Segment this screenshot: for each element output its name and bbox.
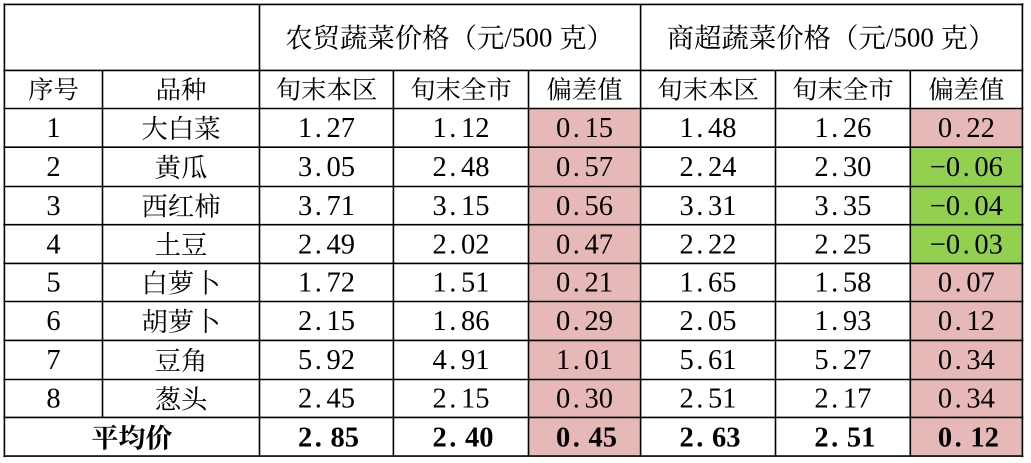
svg-text:1. 58: 1. 58	[814, 268, 871, 299]
svg-text:5. 61: 5. 61	[680, 345, 737, 376]
svg-text:4: 4	[46, 229, 60, 260]
svg-text:3. 15: 3. 15	[432, 191, 489, 222]
svg-text:1. 72: 1. 72	[298, 268, 355, 299]
svg-text:2. 51: 2. 51	[814, 422, 875, 453]
svg-text:2. 05: 2. 05	[680, 306, 737, 337]
svg-text:0. 15: 0. 15	[556, 113, 613, 144]
svg-text:2. 17: 2. 17	[814, 384, 871, 415]
svg-text:2. 24: 2. 24	[680, 152, 737, 183]
svg-text:1. 48: 1. 48	[680, 113, 737, 144]
svg-text:2. 45: 2. 45	[298, 384, 355, 415]
svg-text:0. 21: 0. 21	[556, 268, 613, 299]
svg-text:1. 93: 1. 93	[814, 306, 871, 337]
svg-text:7: 7	[46, 345, 60, 376]
svg-text:1. 27: 1. 27	[298, 113, 355, 144]
svg-text:1: 1	[46, 113, 60, 144]
svg-text:0. 07: 0. 07	[938, 268, 995, 299]
svg-text:0. 57: 0. 57	[556, 152, 613, 183]
svg-text:0. 12: 0. 12	[938, 422, 999, 453]
svg-text:2. 85: 2. 85	[298, 422, 359, 453]
svg-text:0. 45: 0. 45	[556, 422, 617, 453]
svg-text:5. 92: 5. 92	[298, 345, 355, 376]
svg-text:0. 29: 0. 29	[556, 306, 613, 337]
svg-text:8: 8	[46, 384, 60, 415]
svg-text:2: 2	[46, 152, 60, 183]
svg-text:0. 12: 0. 12	[938, 306, 995, 337]
svg-text:1. 01: 1. 01	[556, 345, 613, 376]
svg-text:−0. 04: −0. 04	[930, 191, 1003, 222]
svg-text:−0. 03: −0. 03	[930, 229, 1003, 260]
svg-text:2. 25: 2. 25	[814, 229, 871, 260]
svg-text:2. 40: 2. 40	[432, 422, 493, 453]
svg-text:5. 27: 5. 27	[814, 345, 871, 376]
svg-text:2. 02: 2. 02	[432, 229, 489, 260]
svg-text:0. 34: 0. 34	[938, 384, 995, 415]
svg-text:3. 35: 3. 35	[814, 191, 871, 222]
svg-text:2. 22: 2. 22	[680, 229, 737, 260]
svg-text:/500: /500	[504, 23, 552, 53]
svg-text:2. 15: 2. 15	[432, 384, 489, 415]
svg-text:6: 6	[46, 306, 60, 337]
svg-text:−0. 06: −0. 06	[930, 152, 1003, 183]
svg-text:2. 51: 2. 51	[680, 384, 737, 415]
svg-text:4. 91: 4. 91	[432, 345, 489, 376]
svg-text:1. 65: 1. 65	[680, 268, 737, 299]
svg-text:3. 05: 3. 05	[298, 152, 355, 183]
svg-text:2. 15: 2. 15	[298, 306, 355, 337]
svg-text:1. 26: 1. 26	[814, 113, 871, 144]
svg-text:1. 51: 1. 51	[432, 268, 489, 299]
svg-text:5: 5	[46, 268, 60, 299]
svg-text:2. 30: 2. 30	[814, 152, 871, 183]
svg-text:0. 34: 0. 34	[938, 345, 995, 376]
svg-text:/500: /500	[886, 23, 934, 53]
svg-text:3. 31: 3. 31	[680, 191, 737, 222]
svg-text:0. 22: 0. 22	[938, 113, 995, 144]
svg-text:2. 48: 2. 48	[432, 152, 489, 183]
svg-text:1. 86: 1. 86	[432, 306, 489, 337]
svg-text:0. 30: 0. 30	[556, 384, 613, 415]
svg-text:2. 49: 2. 49	[298, 229, 355, 260]
svg-text:2. 63: 2. 63	[680, 422, 741, 453]
svg-text:0. 56: 0. 56	[556, 191, 613, 222]
svg-text:1. 12: 1. 12	[432, 113, 489, 144]
svg-text:3. 71: 3. 71	[298, 191, 355, 222]
svg-text:0. 47: 0. 47	[556, 229, 613, 260]
svg-text:3: 3	[46, 191, 60, 222]
